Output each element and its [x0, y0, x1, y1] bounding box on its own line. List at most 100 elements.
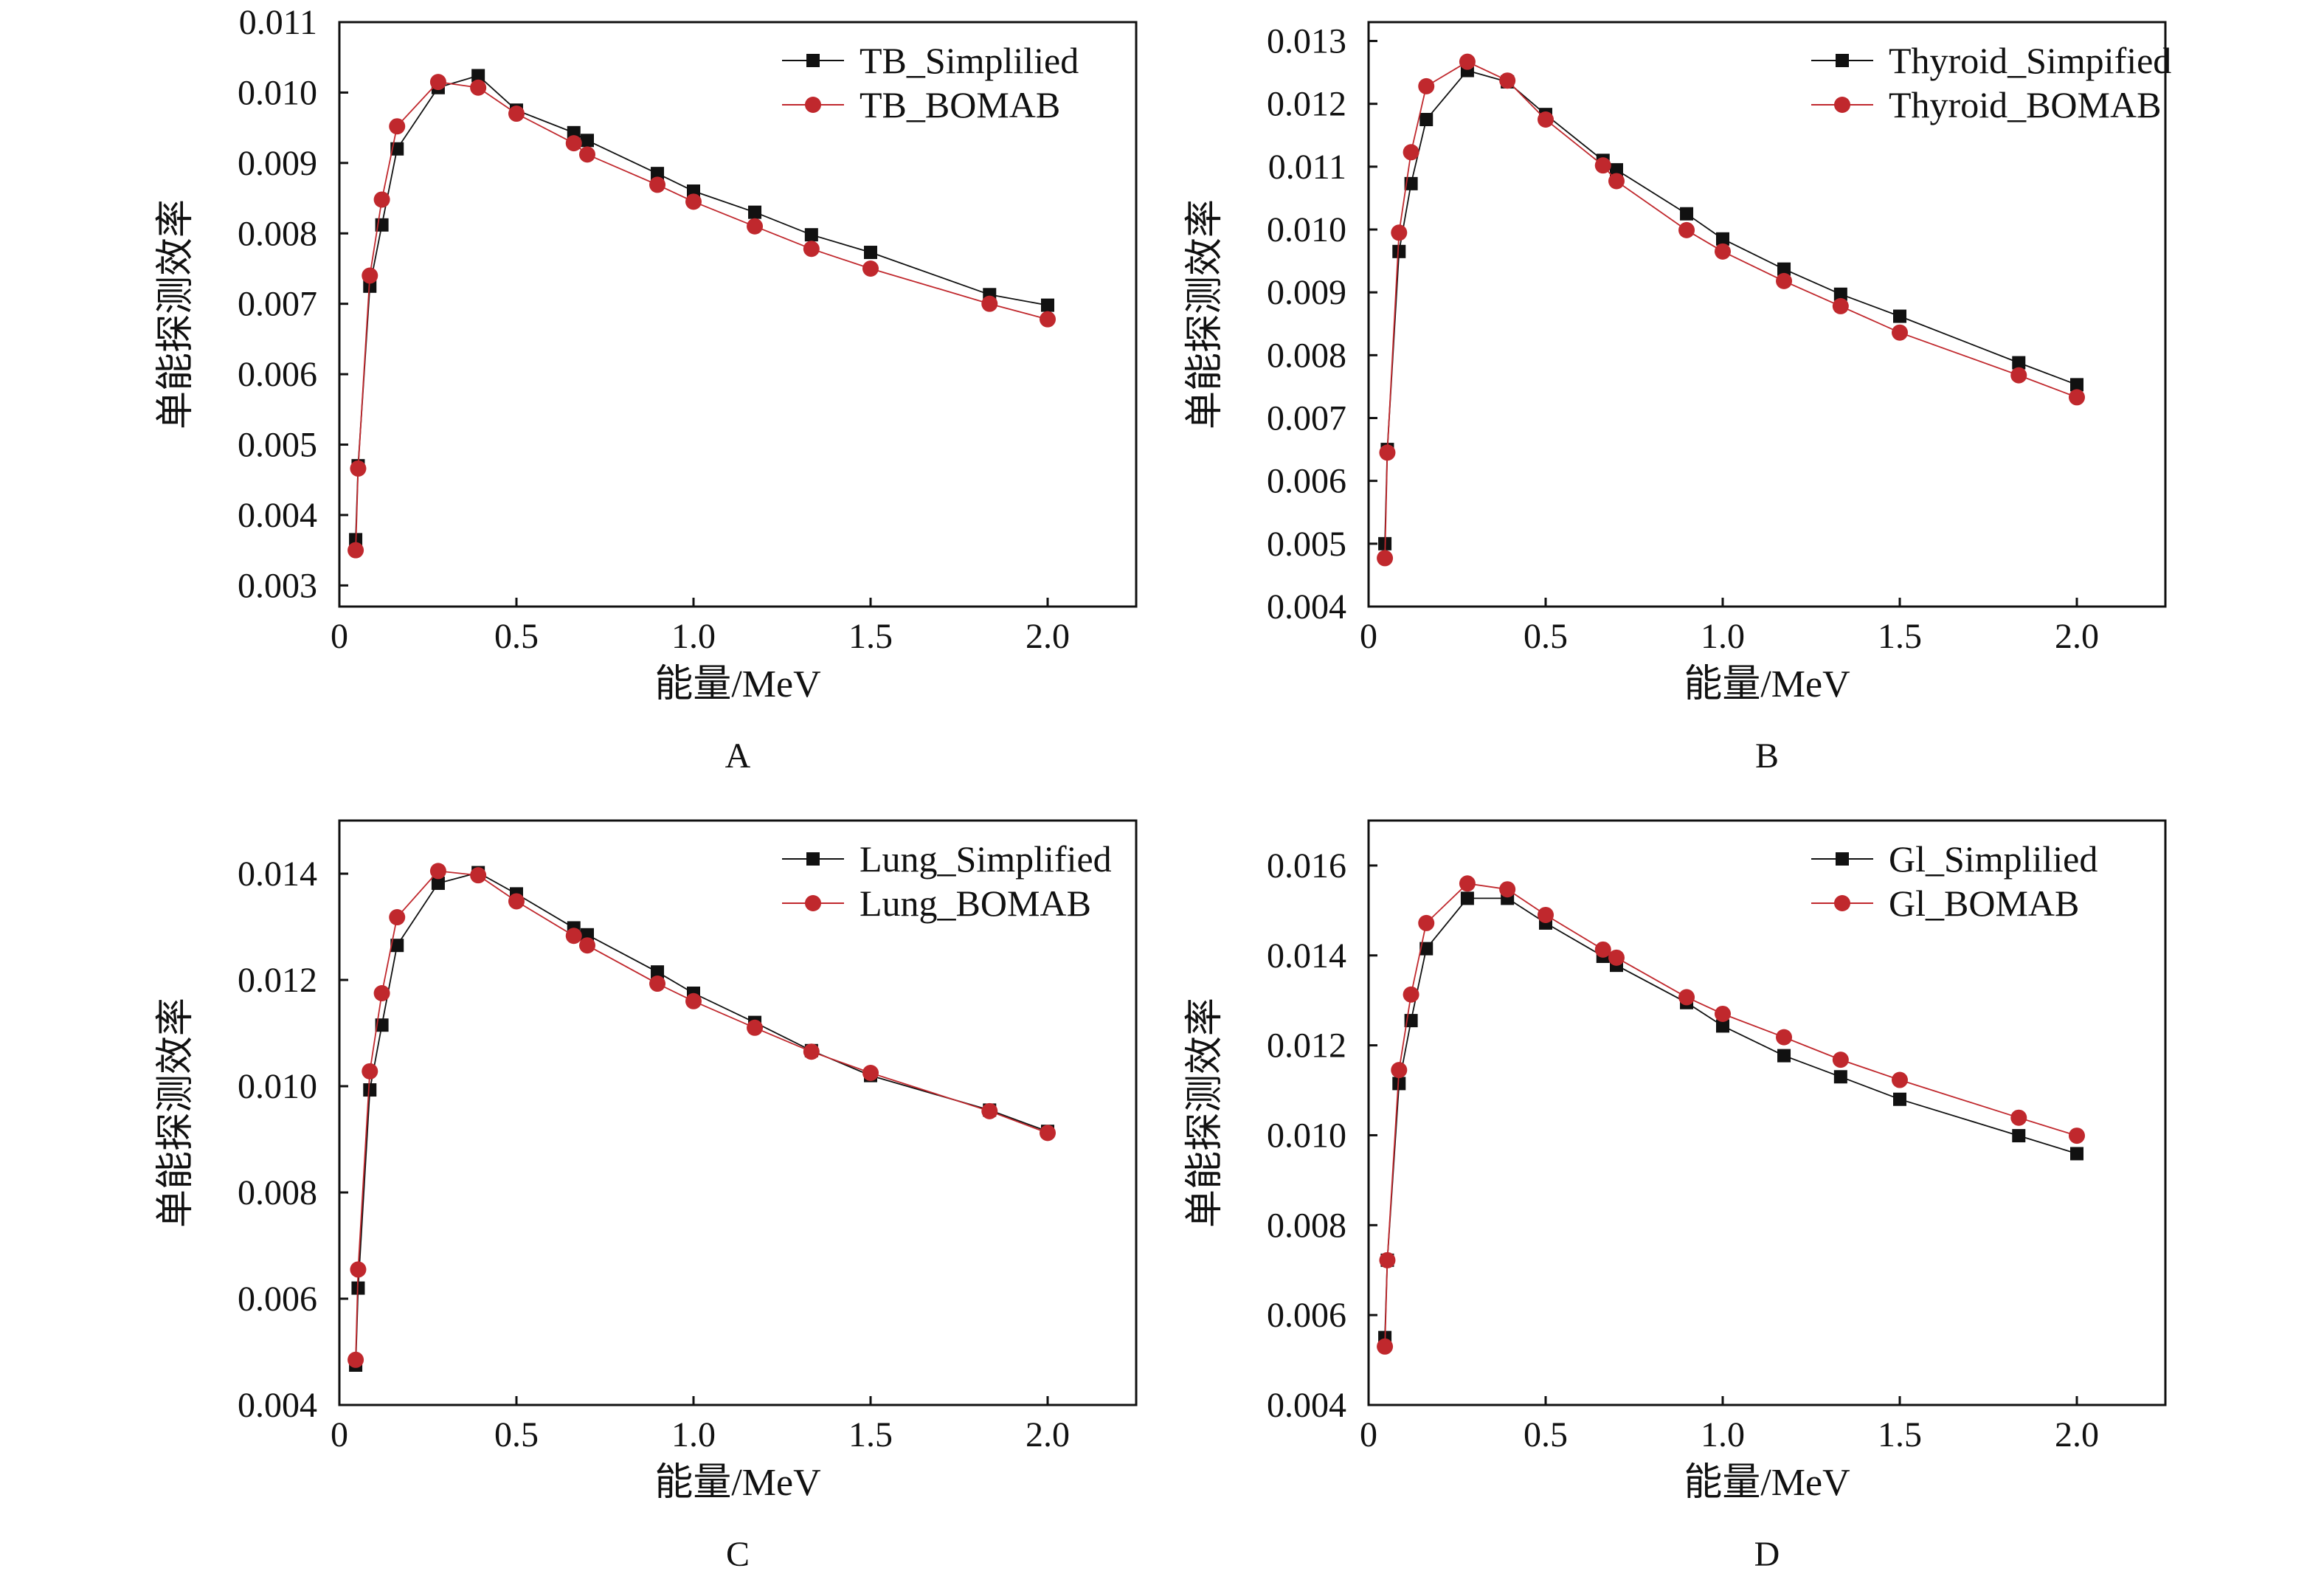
- x-axis-label: 能量/MeV: [654, 1462, 820, 1504]
- bomab-data-point: [470, 867, 487, 884]
- y-tick-label: 0.014: [1267, 936, 1346, 976]
- y-tick-label: 0.012: [1267, 85, 1346, 124]
- bomab-data-point: [373, 191, 390, 208]
- simplified-data-point: [804, 228, 818, 242]
- simplified-data-point: [390, 939, 404, 953]
- simplified-data-point: [1716, 232, 1729, 246]
- simplified-data-point: [864, 246, 877, 260]
- bomab-data-point: [649, 976, 666, 992]
- y-tick-label: 0.007: [238, 285, 317, 324]
- legend-marker: [806, 54, 820, 67]
- bomab-data-point: [1715, 243, 1731, 260]
- plot-frame: [338, 819, 1138, 1406]
- y-axis-label: 单能探测效率: [155, 998, 197, 1228]
- bomab-data-point: [1418, 77, 1435, 94]
- bomab-data-point: [579, 146, 595, 163]
- simplified-data-point: [1610, 163, 1623, 177]
- bomab-data-point: [470, 79, 487, 96]
- simplified-data-point: [431, 876, 445, 890]
- plot-frame: [1367, 21, 2167, 608]
- legend-label: TB_BOMAB: [860, 84, 1060, 125]
- bomab-data-point: [1608, 949, 1625, 966]
- bomab-data-point: [1403, 986, 1419, 1003]
- simplified-data-point: [581, 134, 594, 148]
- y-tick-label: 0.008: [1267, 1206, 1346, 1245]
- simplified-data-point: [2070, 1147, 2083, 1161]
- bomab-data-point: [1418, 914, 1435, 931]
- simplified-data-point: [1404, 176, 1418, 190]
- simplified-data-point: [2012, 1129, 2026, 1143]
- bomab-data-point: [1832, 297, 1849, 314]
- y-tick-label: 0.004: [238, 496, 317, 535]
- legend-label: Thyroid_BOMAB: [1889, 84, 2161, 125]
- bomab-data-point: [1538, 111, 1554, 128]
- bomab-data-point: [1678, 989, 1695, 1006]
- bomab-data-point: [508, 106, 525, 122]
- simplified-data-point: [1716, 1019, 1729, 1033]
- y-tick-label: 0.009: [238, 144, 317, 183]
- bomab-data-point: [429, 74, 446, 91]
- y-tick-label: 0.004: [1267, 1386, 1346, 1425]
- y-tick-label: 0.012: [1267, 1026, 1346, 1066]
- bomab-series-line: [1384, 61, 2078, 559]
- bomab-data-point: [1594, 941, 1611, 958]
- panel-label: A: [725, 736, 751, 776]
- y-tick-label: 0.006: [238, 1280, 317, 1319]
- bomab-data-point: [565, 928, 582, 945]
- plot-frame: [338, 21, 1138, 608]
- x-tick-label: 1.0: [1701, 617, 1745, 656]
- bomab-data-point: [373, 985, 390, 1001]
- bomab-series-line: [355, 81, 1048, 550]
- bomab-data-point: [1377, 550, 1394, 567]
- bomab-data-point: [1892, 1071, 1908, 1088]
- y-tick-label: 0.010: [238, 1067, 317, 1106]
- y-tick-label: 0.008: [238, 1173, 317, 1212]
- bomab-data-point: [862, 260, 879, 277]
- bomab-data-point: [1715, 1005, 1731, 1022]
- y-axis-label: 单能探测效率: [1184, 199, 1226, 429]
- bomab-data-point: [1776, 272, 1793, 289]
- bomab-data-point: [1499, 72, 1516, 89]
- bomab-data-point: [347, 1351, 364, 1368]
- x-axis-label: 能量/MeV: [1684, 1462, 1850, 1504]
- y-tick-label: 0.008: [238, 214, 317, 253]
- y-tick-label: 0.005: [1267, 525, 1346, 564]
- chart-panel-c: 0 0.5 1.0 1.5 2.0 0.004 0.006 0.008 0.010 0.012 0.…: [155, 819, 1138, 1571]
- bomab-data-point: [362, 1063, 378, 1080]
- x-tick-label: 0.5: [1524, 617, 1568, 656]
- x-tick-label: 1.5: [848, 1415, 893, 1454]
- simplified-data-point: [1893, 309, 1906, 323]
- simplified-data-point: [651, 167, 665, 181]
- simplified-series-line: [355, 75, 1048, 540]
- bomab-data-point: [389, 118, 406, 135]
- bomab-data-point: [1040, 1125, 1056, 1142]
- y-tick-label: 0.004: [238, 1386, 317, 1425]
- bomab-data-point: [803, 1043, 820, 1060]
- simplified-data-point: [2012, 356, 2026, 370]
- bomab-data-point: [350, 1261, 367, 1278]
- bomab-data-point: [1499, 881, 1516, 898]
- simplified-data-point: [1777, 1049, 1791, 1063]
- legend-label: Gl_Simplilied: [1889, 838, 2098, 880]
- bomab-data-point: [685, 992, 702, 1009]
- legend-marker: [805, 895, 821, 911]
- y-tick-label: 0.005: [238, 426, 317, 465]
- x-tick-label: 1.0: [1701, 1415, 1745, 1454]
- bomab-data-point: [1379, 1251, 1396, 1268]
- x-tick-label: 0: [1360, 617, 1377, 656]
- bomab-data-point: [747, 218, 764, 235]
- simplified-data-point: [471, 69, 485, 83]
- y-tick-label: 0.011: [239, 3, 317, 42]
- bomab-data-point: [685, 193, 702, 210]
- bomab-data-point: [981, 295, 998, 312]
- bomab-data-point: [862, 1065, 879, 1081]
- legend-label: Gl_BOMAB: [1889, 883, 2079, 924]
- x-tick-label: 0: [1360, 1415, 1377, 1454]
- legend-marker: [1834, 97, 1850, 113]
- y-tick-label: 0.006: [1267, 1296, 1346, 1335]
- simplified-data-point: [1893, 1092, 1906, 1106]
- simplified-data-point: [363, 1083, 377, 1097]
- bomab-data-point: [747, 1019, 764, 1036]
- legend-marker: [1836, 852, 1849, 866]
- bomab-series-line: [1384, 883, 2078, 1347]
